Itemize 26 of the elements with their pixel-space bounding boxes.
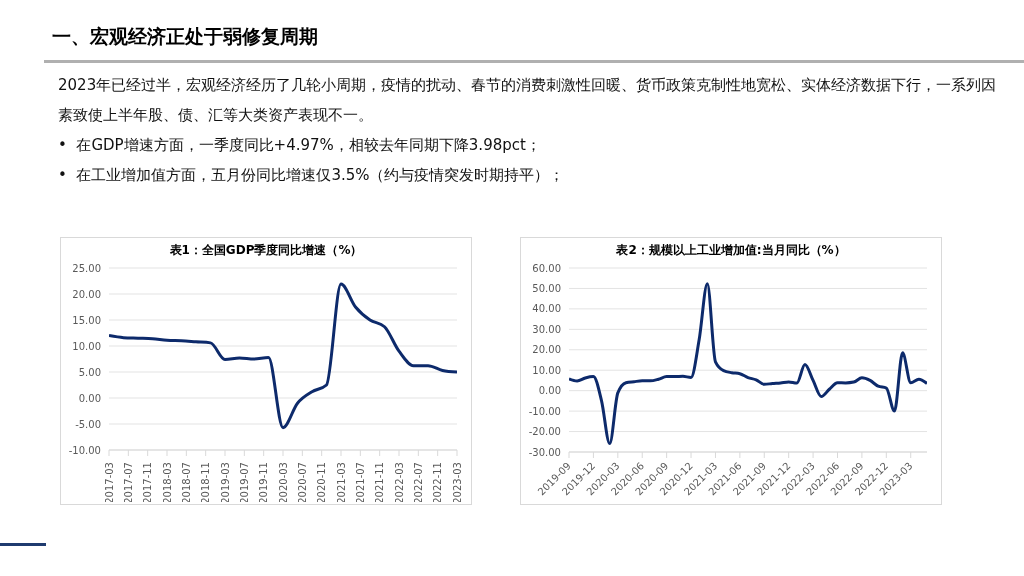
y-tick-label: 60.00: [532, 262, 561, 274]
text: • 在工业增加值方面，五月份同比增速仅3.5%（约与疫情突发时期持平）；: [58, 165, 566, 186]
y-tick-label: 25.00: [72, 262, 101, 274]
y-tick-label: 30.00: [532, 323, 561, 335]
text: • 在GDP增速方面，一季度同比+4.97%，相较去年同期下降3.98pct；: [58, 135, 542, 156]
chart-title: 表2：规模以上工业增加值:当月同比（%）: [615, 242, 847, 259]
y-tick-label: -5.00: [75, 418, 101, 430]
line-series: [109, 282, 457, 430]
y-tick-label: 15.00: [72, 314, 101, 326]
chart-title: 表1：全国GDP季度同比增速（%）: [168, 242, 364, 259]
y-tick-label: 40.00: [532, 303, 561, 315]
y-tick-label: 50.00: [532, 282, 561, 294]
y-tick-label: 0.00: [538, 385, 561, 397]
y-tick-label: -10.00: [528, 405, 561, 417]
y-tick-label: 5.00: [78, 366, 101, 378]
y-tick-label: 10.00: [72, 340, 101, 352]
y-tick-label: -10.00: [68, 444, 101, 456]
text: 一、宏观经济正处于弱修复周期: [52, 24, 318, 49]
y-tick-label: 10.00: [532, 364, 561, 376]
y-tick-label: 20.00: [72, 288, 101, 300]
text: 2023年已经过半，宏观经济经历了几轮小周期，疫情的扰动、春节的消费刺激性回暖、货币政策克制性地宽松、实体经济数据下行，一系列因素致使上半年股、债、汇等大类资产表现不一。: [58, 75, 998, 126]
y-tick-label: -30.00: [528, 446, 561, 458]
line-series: [569, 282, 927, 446]
y-tick-label: 0.00: [78, 392, 101, 404]
y-tick-label: 20.00: [532, 344, 561, 356]
y-tick-label: -20.00: [528, 426, 561, 438]
